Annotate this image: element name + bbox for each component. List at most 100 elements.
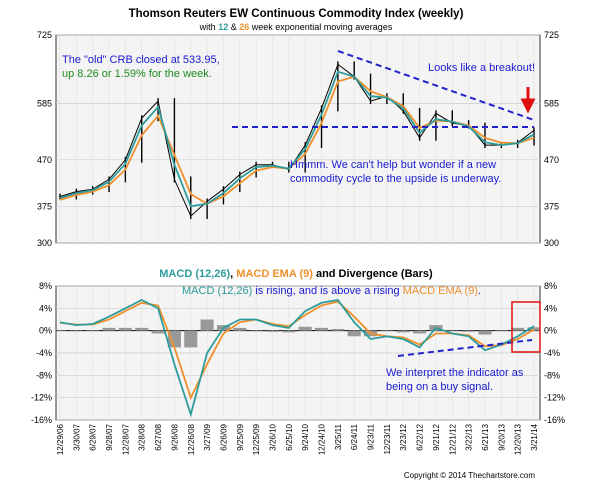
divergence-bar [167,330,181,348]
subtitle-ema12: 12 [218,22,228,32]
divergence-bar [445,330,459,332]
price-ytick-right: 470 [544,155,559,165]
price-ytick-left: 470 [37,155,52,165]
x-tick-label: 3/27/09 [203,423,212,450]
buy-signal-note-line2: being on a buy signal. [386,381,493,393]
x-tick-label: 12/29/06 [56,423,65,455]
divergence-bar [511,327,525,331]
price-ytick-left: 585 [37,99,52,109]
macd-ytick-left: -12% [31,393,52,403]
x-tick-label: 6/26/09 [219,423,228,450]
x-tick-label: 6/25/10 [285,423,294,450]
x-tick-label: 3/21/14 [530,423,539,450]
macd-ytick-right: -16% [544,415,565,425]
x-tick-label: 6/29/07 [89,423,98,450]
divergence-bar [380,330,394,332]
crb-close-note-line2: up 8.26 or 1.59% for the week. [62,68,212,80]
x-tick-label: 9/25/09 [236,423,245,450]
x-tick-label: 3/30/07 [72,423,81,450]
divergence-bar [69,330,83,332]
x-tick-label: 3/23/12 [399,423,408,450]
macd-line [59,298,535,418]
macd-ytick-left: 0% [39,326,52,336]
macd-ytick-left: -16% [31,415,52,425]
divergence-bar [298,326,312,331]
divergence-bar [314,327,329,331]
cycle-note-line2: commodity cycle to the upside is underwa… [290,173,501,185]
macd-title: MACD (12,26), MACD EMA (9) and Divergenc… [159,268,433,280]
price-ytick-right: 375 [544,201,559,211]
x-tick-label: 12/20/13 [514,423,523,455]
divergence-bar [347,330,361,337]
macd-ytick-right: 4% [544,303,557,313]
copyright: Copyright © 2014 Thechartstore.com [404,471,535,480]
divergence-bar [200,319,214,331]
macd-ytick-left: -8% [36,370,52,380]
divergence-bar [265,330,280,332]
divergence-bar [135,327,149,331]
x-tick-label: 9/20/13 [497,423,506,450]
divergence-bar [184,330,198,348]
macd-ytick-left: 4% [39,303,52,313]
macd-ytick-right: -4% [544,348,560,358]
x-tick-label: 12/24/10 [318,423,327,455]
x-tick-label: 9/28/07 [105,423,114,450]
price-ytick-left: 300 [37,238,52,248]
divergence-bar [102,327,116,331]
divergence-bar [56,330,67,331]
x-tick-label: 3/26/10 [268,423,277,450]
buy-signal-note-line1: We interpret the indicator as [386,367,524,379]
x-tick-label: 12/28/07 [121,423,130,455]
divergence-bar [151,330,165,334]
macd-ytick-right: -12% [544,393,565,403]
x-tick-label: 6/21/13 [481,423,490,450]
x-tick-label: 9/26/08 [170,423,179,450]
divergence-bar [282,330,296,333]
divergence-bar [478,330,492,335]
price-ytick-right: 585 [544,99,559,109]
subtitle-ema26: 26 [239,22,249,32]
x-tick-label: 3/25/11 [334,423,343,450]
divergence-bar [249,330,263,332]
divergence-bar [494,330,508,331]
price-ytick-right: 300 [544,238,559,248]
x-tick-label: 12/21/12 [448,423,457,455]
breakout-note: Looks like a breakout! [428,62,535,74]
x-tick-label: 9/24/10 [301,423,310,450]
x-tick-label: 6/27/08 [154,423,163,450]
macd-ytick-right: -8% [544,370,560,380]
x-tick-label: 12/25/09 [252,423,261,455]
ema12-line [59,70,535,208]
x-tick-label: 12/23/11 [383,423,392,454]
x-tick-label: 9/23/11 [367,423,376,450]
buy-signal-box [511,301,541,353]
divergence-bar [413,330,427,334]
price-ytick-left: 375 [37,201,52,211]
x-tick-label: 3/22/13 [465,423,474,450]
x-tick-label: 3/28/08 [138,423,147,450]
divergence-bar [527,327,540,331]
resistance-trendline [337,50,535,121]
x-tick-label: 12/26/08 [187,423,196,455]
x-tick-label: 6/24/11 [350,423,359,450]
macd-ytick-right: 8% [544,281,557,291]
macd-ytick-left: -4% [36,348,52,358]
chart-subtitle: with 12 & 26 week exponential moving ave… [199,22,393,32]
divergence-bar [331,328,345,331]
macd-rising-note: MACD (12,26) is rising, and is above a r… [182,285,481,297]
macd-ytick-left: 8% [39,281,52,291]
price-ytick-right: 725 [544,30,559,40]
x-tick-label: 6/22/12 [416,423,425,450]
price-ytick-left: 725 [37,30,52,40]
divergence-bar [396,330,410,333]
chart-title: Thomson Reuters EW Continuous Commodity … [129,8,464,20]
price-line [59,63,535,217]
divergence-bar [233,327,247,331]
crb-close-note-line1: The "old" CRB closed at 533.95, [62,54,220,66]
divergence-bar [86,330,100,331]
divergence-bar [462,330,476,332]
cycle-note-line1: Hmmm. We can't help but wonder if a new [290,159,496,171]
x-tick-label: 9/21/12 [432,423,441,450]
macd-rising-trendline [397,339,533,357]
